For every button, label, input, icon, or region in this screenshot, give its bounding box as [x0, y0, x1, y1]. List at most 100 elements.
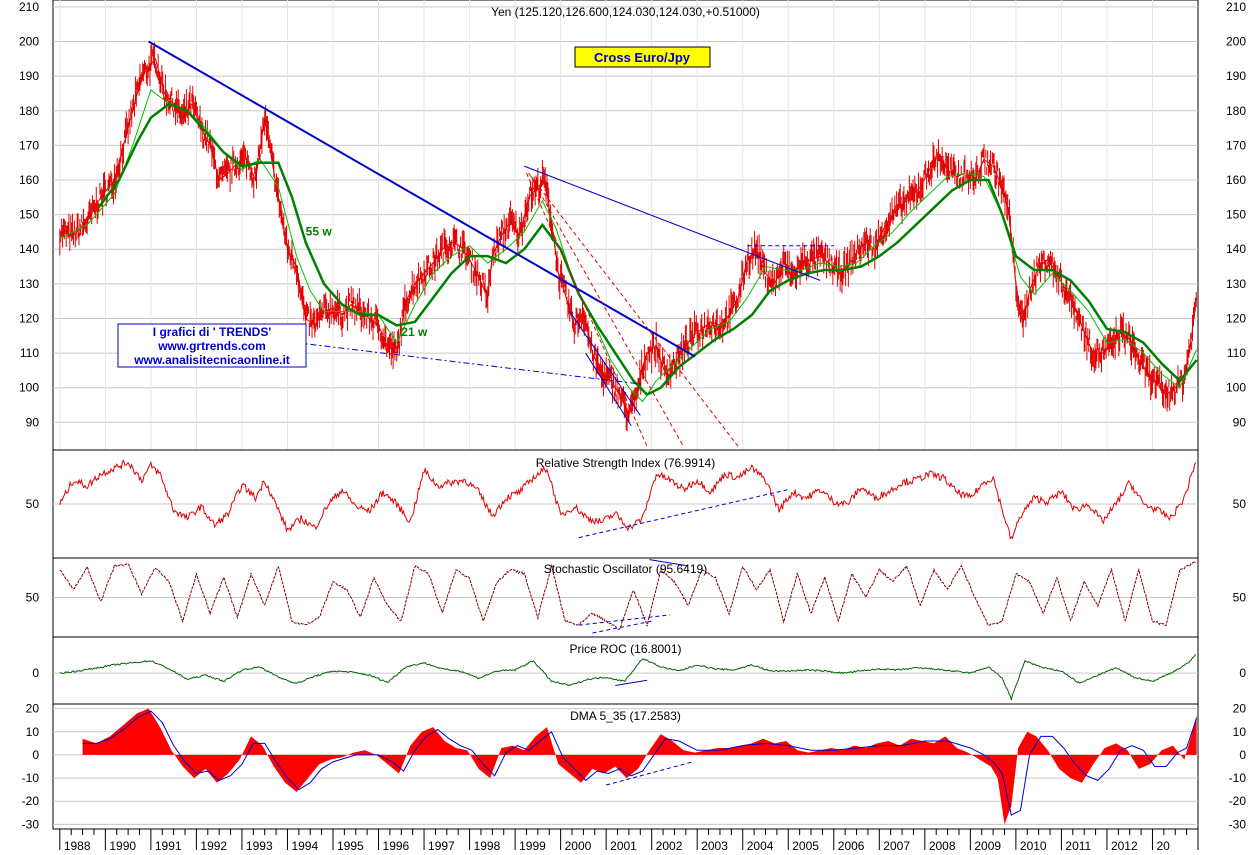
- x-tick-label: 2002: [656, 839, 683, 853]
- y-tick-label-right: 100: [1226, 381, 1246, 395]
- x-tick-label: 2001: [610, 839, 637, 853]
- banner-label: Cross Euro/Jpy: [594, 50, 691, 65]
- y-tick-label-left: -20: [22, 794, 40, 808]
- y-tick-label-right: 130: [1226, 277, 1246, 291]
- y-tick-label-left: 50: [26, 591, 40, 605]
- panel-title-rsi: Relative Strength Index (76.9914): [536, 456, 715, 470]
- y-tick-label-right: -30: [1229, 817, 1247, 831]
- y-tick-label-right: 10: [1233, 725, 1247, 739]
- y-tick-label-right: 210: [1226, 0, 1246, 14]
- x-tick-label: 2005: [792, 839, 819, 853]
- y-tick-label-left: 210: [19, 0, 39, 14]
- panel-title-dma: DMA 5_35 (17.2583): [570, 709, 681, 723]
- y-tick-label-left: 160: [19, 173, 39, 187]
- y-tick-label-left: 20: [26, 702, 40, 716]
- y-tick-label-right: 0: [1239, 666, 1246, 680]
- y-tick-label-right: -10: [1229, 771, 1247, 785]
- x-tick-label: 2009: [974, 839, 1001, 853]
- banner-box: [574, 46, 711, 68]
- x-tick-label: 2007: [883, 839, 910, 853]
- trendline: [615, 679, 648, 686]
- y-tick-label-left: 100: [19, 381, 39, 395]
- x-tick-label: 2004: [747, 839, 774, 853]
- panel-title-roc: Price ROC (16.8001): [569, 642, 681, 656]
- series-line-rsi: [59, 459, 1197, 540]
- y-tick-label-left: 150: [19, 208, 39, 222]
- trendline: [578, 489, 789, 539]
- y-tick-label-left: 0: [32, 748, 39, 762]
- trendline: [296, 342, 643, 385]
- y-tick-label-right: 0: [1239, 748, 1246, 762]
- x-tick-label: 1988: [64, 839, 91, 853]
- y-tick-label-right: 200: [1226, 35, 1246, 49]
- y-tick-label-right: 110: [1227, 346, 1246, 360]
- x-tick-label: 1996: [383, 839, 410, 853]
- y-tick-label-left: 120: [19, 311, 39, 325]
- y-tick-label-right: 140: [1226, 242, 1246, 256]
- y-tick-label-left: -10: [22, 771, 40, 785]
- y-tick-label-right: 90: [1233, 415, 1247, 429]
- x-tick-label: 1995: [337, 839, 364, 853]
- y-tick-label-right: 50: [1233, 591, 1247, 605]
- y-tick-label-right: 180: [1226, 104, 1246, 118]
- trendline: [606, 761, 693, 786]
- x-tick-label: 20: [1156, 839, 1170, 853]
- trendline: [649, 559, 689, 567]
- y-tick-label-right: 190: [1226, 69, 1246, 83]
- y-tick-label-left: 200: [19, 35, 39, 49]
- watermark-box: I grafici di ' TRENDS' www.grtrends.com …: [117, 323, 307, 368]
- trendline: [585, 352, 632, 427]
- y-tick-label-left: 140: [19, 242, 39, 256]
- y-tick-label-right: 50: [1233, 497, 1247, 511]
- trendline: [578, 614, 670, 626]
- series-line-stoch: [59, 561, 1197, 631]
- watermark-line-3: www.analisitecnicaonline.it: [133, 353, 290, 367]
- y-tick-label-right: 120: [1226, 311, 1246, 325]
- trendline: [569, 311, 641, 416]
- y-tick-label-left: 110: [20, 346, 39, 360]
- x-tick-label: 1990: [109, 839, 136, 853]
- x-tick-label: 1997: [428, 839, 455, 853]
- panel-title-price: Yen (125.120,126.600,124.030,124.030,+0.…: [491, 5, 760, 19]
- x-tick-label: 1992: [200, 839, 227, 853]
- trendline: [148, 40, 696, 358]
- dma-area: [82, 708, 1197, 825]
- y-tick-label-left: 90: [26, 415, 40, 429]
- x-tick-label: 2008: [929, 839, 956, 853]
- y-tick-label-right: 20: [1233, 702, 1247, 716]
- trendline: [530, 176, 739, 447]
- x-tick-label: 2006: [838, 839, 865, 853]
- panel-price: 90 90 100 100 110 110 120 120 130 130 140 140 150 150…: [19, 0, 1247, 451]
- trendline: [526, 172, 648, 447]
- y-tick-label-left: 180: [19, 104, 39, 118]
- watermark-line-2: www.grtrends.com: [157, 339, 266, 353]
- price-series-line: [59, 57, 1198, 417]
- y-tick-label-left: 50: [26, 497, 40, 511]
- y-tick-label-right: 170: [1226, 138, 1246, 152]
- x-tick-label: 2010: [1020, 839, 1047, 853]
- trendline: [592, 620, 652, 634]
- x-tick-label: 2011: [1065, 839, 1091, 853]
- chart-banner: Cross Euro/Jpy: [574, 46, 711, 68]
- y-tick-label-right: -20: [1229, 794, 1247, 808]
- x-tick-label: 2003: [701, 839, 728, 853]
- x-tick-label: 2012: [1111, 839, 1138, 853]
- series-line-roc: [59, 653, 1197, 702]
- y-tick-label-left: 190: [19, 69, 39, 83]
- y-tick-label-right: 160: [1226, 173, 1246, 187]
- x-tick-label: 1998: [474, 839, 501, 853]
- series-line-dma_signal: [82, 710, 1198, 816]
- panel-dma: 20 20 10 10 0 0 -10 -10 -20 -20 -30 -30 DMA 5_35 (17…: [22, 702, 1247, 832]
- x-tick-label: 1991: [155, 839, 182, 853]
- x-tick-label: 1993: [246, 839, 273, 853]
- y-tick-label-left: 10: [26, 725, 40, 739]
- panel-title-stochastic: Stochastic Oscillator (95.6419): [544, 562, 707, 576]
- y-tick-label-right: 150: [1226, 208, 1246, 222]
- x-axis: 1988 1990 1991 1992 1993 1994 1995 1996 1997 1998…: [53, 828, 1199, 853]
- trendline: [524, 165, 821, 281]
- watermark-line-1: I grafici di ' TRENDS': [153, 325, 272, 339]
- y-tick-label-left: 170: [19, 138, 39, 152]
- trendline: [528, 172, 684, 447]
